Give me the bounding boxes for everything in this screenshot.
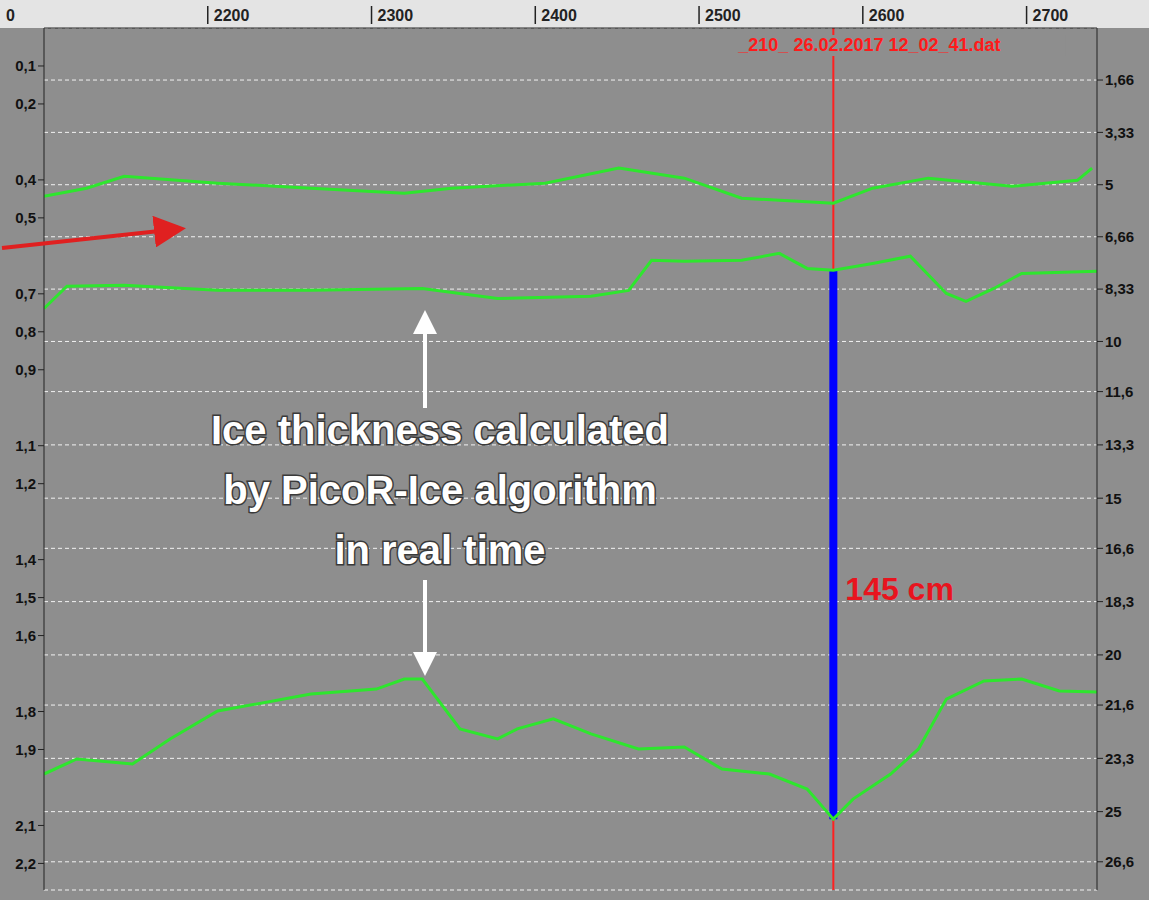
- svg-text:2200: 2200: [214, 7, 250, 24]
- svg-text:2700: 2700: [1033, 7, 1069, 24]
- svg-text:in real time: in real time: [334, 528, 545, 572]
- svg-text:20: 20: [1105, 646, 1122, 663]
- svg-text:21,6: 21,6: [1105, 696, 1134, 713]
- svg-text:3,33: 3,33: [1105, 124, 1134, 141]
- svg-text:0,9: 0,9: [15, 361, 36, 378]
- svg-text:_210_ 26.02.2017 12_02_41.dat: _210_ 26.02.2017 12_02_41.dat: [737, 35, 1000, 55]
- svg-text:1,5: 1,5: [15, 589, 36, 606]
- svg-text:10: 10: [1105, 333, 1122, 350]
- svg-text:0,7: 0,7: [15, 285, 36, 302]
- svg-text:0,8: 0,8: [15, 323, 36, 340]
- svg-text:2600: 2600: [869, 7, 905, 24]
- svg-text:1,8: 1,8: [15, 703, 36, 720]
- svg-text:0,5: 0,5: [15, 209, 36, 226]
- svg-text:13,3: 13,3: [1105, 436, 1134, 453]
- svg-text:25: 25: [1105, 803, 1122, 820]
- svg-text:16,6: 16,6: [1105, 540, 1134, 557]
- svg-text:0,2: 0,2: [15, 95, 36, 112]
- svg-text:11,6: 11,6: [1105, 383, 1133, 400]
- svg-text:0: 0: [6, 7, 15, 24]
- svg-text:1,9: 1,9: [15, 741, 36, 758]
- svg-text:5: 5: [1105, 176, 1113, 193]
- svg-text:2,1: 2,1: [15, 817, 36, 834]
- svg-text:Ice thickness calculated: Ice thickness calculated: [211, 408, 669, 452]
- svg-text:2400: 2400: [541, 7, 577, 24]
- svg-text:23,3: 23,3: [1105, 750, 1134, 767]
- svg-text:145 cm: 145 cm: [845, 571, 954, 607]
- svg-text:2,2: 2,2: [15, 855, 36, 872]
- svg-text:0,1: 0,1: [15, 57, 36, 74]
- svg-text:8,33: 8,33: [1105, 280, 1134, 297]
- svg-text:15: 15: [1105, 490, 1122, 507]
- svg-text:1,4: 1,4: [15, 551, 37, 568]
- svg-text:2300: 2300: [378, 7, 414, 24]
- svg-text:by PicoR-Ice algorithm: by PicoR-Ice algorithm: [223, 468, 656, 512]
- svg-text:1,2: 1,2: [15, 475, 36, 492]
- svg-text:2500: 2500: [705, 7, 741, 24]
- svg-text:1,66: 1,66: [1105, 71, 1134, 88]
- svg-text:1,1: 1,1: [15, 437, 36, 454]
- svg-text:6,66: 6,66: [1105, 228, 1134, 245]
- svg-text:18,3: 18,3: [1105, 593, 1134, 610]
- svg-text:1,6: 1,6: [15, 627, 36, 644]
- svg-text:26,6: 26,6: [1105, 853, 1134, 870]
- svg-text:0,4: 0,4: [15, 171, 37, 188]
